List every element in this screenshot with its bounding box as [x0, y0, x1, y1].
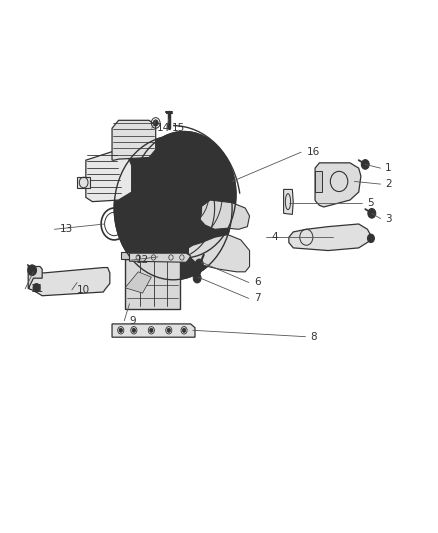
Circle shape: [28, 265, 36, 276]
Circle shape: [132, 158, 215, 259]
Circle shape: [166, 200, 180, 216]
Text: 16: 16: [306, 147, 320, 157]
Polygon shape: [86, 150, 132, 201]
Text: 3: 3: [385, 214, 392, 224]
Circle shape: [182, 328, 186, 333]
Circle shape: [114, 136, 232, 280]
Polygon shape: [112, 324, 195, 337]
Circle shape: [193, 273, 201, 283]
Text: 12: 12: [136, 255, 149, 265]
Text: 4: 4: [272, 232, 278, 243]
Text: 11: 11: [30, 284, 44, 294]
Circle shape: [361, 160, 369, 169]
Circle shape: [145, 173, 201, 243]
Circle shape: [132, 328, 136, 333]
Polygon shape: [77, 177, 90, 188]
Polygon shape: [112, 120, 155, 160]
Text: 9: 9: [130, 316, 136, 326]
Polygon shape: [315, 171, 321, 192]
Polygon shape: [125, 259, 180, 309]
Polygon shape: [199, 200, 250, 229]
Circle shape: [119, 328, 123, 333]
Circle shape: [33, 284, 40, 292]
Circle shape: [153, 120, 158, 126]
Polygon shape: [188, 235, 250, 272]
Circle shape: [195, 259, 203, 269]
Text: 6: 6: [254, 278, 261, 287]
Text: 5: 5: [367, 198, 374, 208]
Polygon shape: [125, 272, 151, 293]
Circle shape: [167, 328, 170, 333]
Circle shape: [132, 132, 236, 258]
Text: 13: 13: [60, 224, 73, 235]
Polygon shape: [284, 189, 293, 214]
Text: 14: 14: [157, 123, 170, 133]
Text: 10: 10: [77, 285, 90, 295]
Polygon shape: [29, 268, 110, 296]
Text: 2: 2: [385, 179, 392, 189]
Polygon shape: [130, 253, 191, 262]
Text: 1: 1: [385, 163, 392, 173]
Text: 15: 15: [172, 123, 186, 133]
Text: 8: 8: [311, 332, 317, 342]
Polygon shape: [315, 163, 361, 207]
Circle shape: [368, 208, 376, 218]
Polygon shape: [289, 224, 371, 251]
Text: 7: 7: [254, 293, 261, 303]
Circle shape: [367, 234, 374, 243]
Polygon shape: [121, 252, 184, 259]
Circle shape: [150, 328, 153, 333]
Polygon shape: [28, 266, 42, 289]
